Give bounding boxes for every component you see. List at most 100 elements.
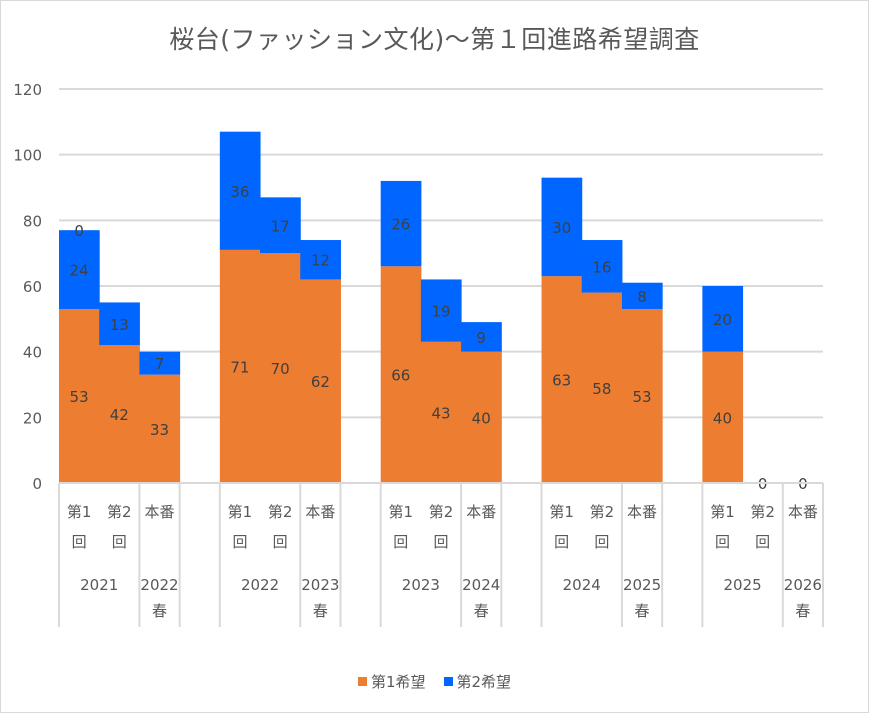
bar-segment-second-choice	[59, 230, 100, 309]
data-label: 7	[155, 355, 165, 373]
x-group-label: 2025	[723, 576, 761, 594]
data-labels: 53 24 42 13 33 7 71 36 70 17 62 12 66 26 43 19 40 9 63 30 58…	[70, 183, 808, 493]
bar-segment-first-choice	[260, 253, 301, 483]
x-category-label: 第1	[389, 503, 414, 521]
bar-segment-first-choice	[59, 308, 100, 483]
x-group-label: 2023	[402, 576, 440, 594]
y-tick-label: 60	[23, 278, 42, 296]
bar-segment-first-choice	[702, 351, 744, 483]
x-category-label: 第2	[590, 503, 615, 521]
bar-segment-second-choice	[581, 240, 623, 293]
data-label-zero: 0	[74, 222, 84, 240]
bar-segment-first-choice	[380, 266, 422, 483]
data-label: 40	[472, 409, 491, 427]
data-label: 24	[70, 262, 89, 280]
x-group-label: 2022	[140, 576, 178, 594]
x-group-label: 春	[152, 602, 167, 620]
x-group-label: 春	[635, 602, 650, 620]
x-category-label: 回	[393, 533, 408, 551]
x-group-label: 2024	[563, 576, 601, 594]
x-category-label: 第1	[710, 503, 735, 521]
data-label: 70	[271, 360, 290, 378]
x-category-label: 回	[755, 533, 770, 551]
bar-segment-first-choice	[621, 308, 663, 483]
bar-segment-first-choice	[219, 249, 261, 483]
bar-segment-first-choice	[420, 341, 462, 483]
x-category-label: 本番	[788, 503, 818, 521]
data-label: 30	[552, 219, 571, 237]
y-tick-label: 120	[13, 81, 42, 99]
x-group-label: 2025	[623, 576, 661, 594]
data-label: 62	[311, 373, 330, 391]
data-label: 13	[110, 316, 129, 334]
x-group-label: 2023	[301, 576, 339, 594]
bar-segment-second-choice	[702, 286, 744, 352]
x-group-label: 2026	[784, 576, 822, 594]
bar-segment-second-choice	[300, 240, 341, 280]
x-category-label: 本番	[627, 503, 657, 521]
y-tick-label: 40	[23, 344, 42, 362]
bar-segment-second-choice	[420, 279, 462, 342]
data-label: 9	[476, 329, 486, 347]
y-tick-label: 20	[23, 409, 42, 427]
bar-segment-second-choice	[260, 197, 301, 254]
x-category-label: 本番	[466, 503, 496, 521]
data-label: 43	[431, 404, 450, 422]
data-label: 20	[713, 311, 732, 329]
data-label: 42	[110, 406, 129, 424]
y-tick-label: 100	[13, 147, 42, 165]
chart-title: 桜台(ファッション文化)〜第１回進路希望調査	[169, 25, 700, 54]
data-label: 40	[713, 409, 732, 427]
data-label: 66	[391, 367, 410, 385]
legend-item-second-choice: 第2希望	[443, 671, 512, 692]
data-label: 58	[592, 380, 611, 398]
data-label: 53	[70, 388, 89, 406]
x-category-label: 第2	[268, 503, 293, 521]
x-group-label: 2021	[80, 576, 118, 594]
x-category-label: 第1	[67, 503, 92, 521]
x-group-label: 2022	[241, 576, 279, 594]
x-category-label: 第2	[750, 503, 775, 521]
x-category-label: 本番	[145, 503, 175, 521]
x-group-label: 春	[474, 602, 489, 620]
bar-segment-second-choice	[541, 177, 583, 277]
legend: 第1希望 第2希望	[0, 671, 869, 692]
x-category-label: 本番	[305, 503, 335, 521]
x-category-label: 回	[273, 533, 288, 551]
data-label: 17	[271, 217, 290, 235]
data-label: 16	[592, 258, 611, 276]
bar-segment-first-choice	[541, 276, 583, 483]
legend-item-first-choice: 第1希望	[357, 671, 426, 692]
data-label: 53	[633, 388, 652, 406]
data-label: 71	[230, 358, 249, 376]
data-label: 8	[637, 288, 647, 306]
bar-segment-first-choice	[581, 292, 623, 483]
x-category-label: 第1	[228, 503, 253, 521]
x-category-label: 第2	[107, 503, 132, 521]
bar-segment-second-choice	[461, 322, 502, 352]
legend-swatch-second-choice	[443, 677, 453, 686]
bar-segment-first-choice	[139, 374, 181, 483]
x-category-label: 回	[433, 533, 448, 551]
x-category-label: 回	[554, 533, 569, 551]
bars	[59, 131, 744, 483]
bar-segment-second-choice	[99, 302, 140, 346]
bar-segment-first-choice	[300, 279, 341, 483]
legend-label-second-choice: 第2希望	[456, 673, 512, 691]
y-axis-ticks: 0 20 40 60 80 100 120	[13, 81, 42, 493]
bar-segment-second-choice	[380, 180, 422, 267]
bar-segment-first-choice	[99, 345, 140, 483]
y-tick-label: 0	[32, 475, 42, 493]
data-label: 19	[431, 303, 450, 321]
x-category-label: 回	[232, 533, 247, 551]
data-label: 36	[230, 183, 249, 201]
legend-label-first-choice: 第1希望	[370, 673, 426, 691]
x-group-label: 2024	[462, 576, 500, 594]
x-category-label: 回	[112, 533, 127, 551]
x-group-label: 春	[795, 602, 810, 620]
bar-segment-second-choice	[139, 351, 181, 375]
legend-swatch-first-choice	[357, 677, 367, 686]
data-label: 33	[150, 421, 169, 439]
